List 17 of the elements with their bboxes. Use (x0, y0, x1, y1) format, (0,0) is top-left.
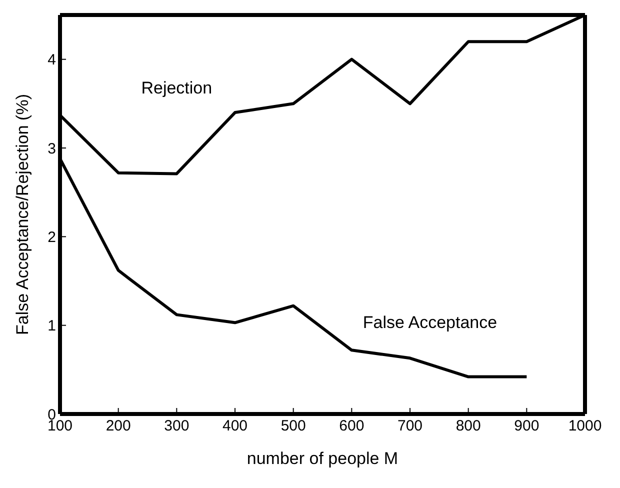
x-axis-title: number of people M (246, 449, 398, 468)
x-tick-label: 900 (514, 418, 540, 435)
x-tick-label: 200 (106, 418, 131, 435)
x-tick-label: 400 (222, 418, 248, 435)
x-tick-label: 800 (456, 418, 481, 435)
series-label: False Acceptance (362, 313, 498, 332)
series-label: Rejection (141, 78, 212, 98)
y-tick-label: 2 (48, 228, 56, 246)
x-tick-label: 300 (164, 418, 190, 435)
x-tick-label: 600 (339, 418, 364, 435)
x-tick-label: 700 (397, 418, 423, 435)
y-tick-label: 3 (48, 140, 56, 158)
y-axis-title: False Acceptance/Rejection (%) (13, 94, 32, 335)
x-tick-label: 500 (280, 418, 306, 435)
y-tick-label: 4 (48, 52, 56, 69)
x-tick-label: 1000 (568, 418, 602, 435)
y-tick-label: 1 (48, 318, 56, 335)
